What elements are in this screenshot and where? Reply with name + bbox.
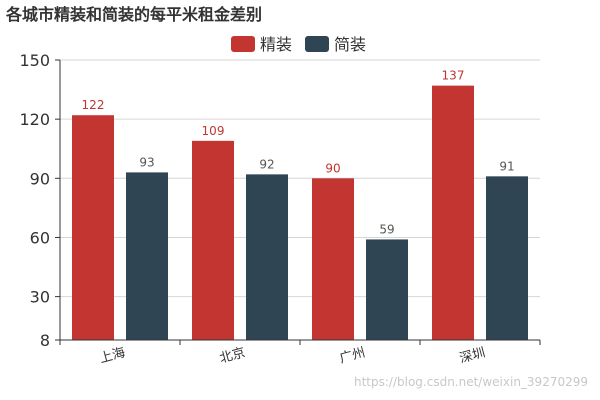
chart-title: 各城市精装和简装的每平米租金差别 xyxy=(5,5,262,24)
bar[interactable] xyxy=(72,115,114,340)
x-tick-label: 上海 xyxy=(98,345,127,366)
bar[interactable] xyxy=(126,172,168,340)
x-tick-label: 深圳 xyxy=(458,345,487,366)
y-tick-label: 150 xyxy=(19,51,50,70)
y-tick-label: 120 xyxy=(19,110,50,129)
legend-label-jingzhuang[interactable]: 精装 xyxy=(260,35,292,54)
data-label: 92 xyxy=(259,157,274,171)
data-label: 137 xyxy=(442,69,465,83)
y-axis-ticks: 8 30 60 90 120 150 xyxy=(19,51,60,350)
bar[interactable] xyxy=(432,85,474,340)
data-label: 91 xyxy=(499,159,514,173)
bars xyxy=(72,85,528,340)
legend-label-jianzhuang[interactable]: 简装 xyxy=(334,35,366,54)
bar[interactable] xyxy=(312,178,354,340)
y-tick-label: 8 xyxy=(40,331,50,350)
x-axis-ticks: 上海 北京 广州 深圳 xyxy=(59,340,541,367)
data-label: 93 xyxy=(139,155,154,169)
x-tick-label: 广州 xyxy=(338,345,367,366)
bar[interactable] xyxy=(486,176,528,340)
legend-swatch-jingzhuang[interactable] xyxy=(231,36,255,52)
y-tick-label: 60 xyxy=(30,228,50,247)
legend[interactable]: 精装 简装 xyxy=(231,35,366,54)
y-tick-label: 30 xyxy=(30,288,50,307)
data-label: 109 xyxy=(202,124,225,138)
x-tick-label: 北京 xyxy=(218,345,247,366)
bar[interactable] xyxy=(366,239,408,340)
data-label: 90 xyxy=(325,161,340,175)
data-label: 59 xyxy=(379,222,394,236)
data-label: 122 xyxy=(82,98,105,112)
y-tick-label: 90 xyxy=(30,169,50,188)
data-labels: 122 93 109 92 90 59 137 91 xyxy=(82,69,515,237)
bar[interactable] xyxy=(192,140,234,340)
bar[interactable] xyxy=(246,174,288,340)
watermark: https://blog.csdn.net/weixin_39270299 xyxy=(354,375,588,389)
legend-swatch-jianzhuang[interactable] xyxy=(305,36,329,52)
